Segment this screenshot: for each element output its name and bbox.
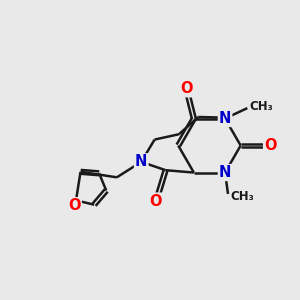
Text: O: O	[180, 81, 193, 96]
Text: CH₃: CH₃	[250, 100, 274, 113]
Text: O: O	[149, 194, 162, 208]
Text: N: N	[219, 165, 231, 180]
Text: CH₃: CH₃	[230, 190, 254, 203]
Text: O: O	[68, 198, 81, 213]
Text: N: N	[135, 154, 147, 169]
Text: O: O	[264, 138, 277, 153]
Text: N: N	[219, 111, 231, 126]
